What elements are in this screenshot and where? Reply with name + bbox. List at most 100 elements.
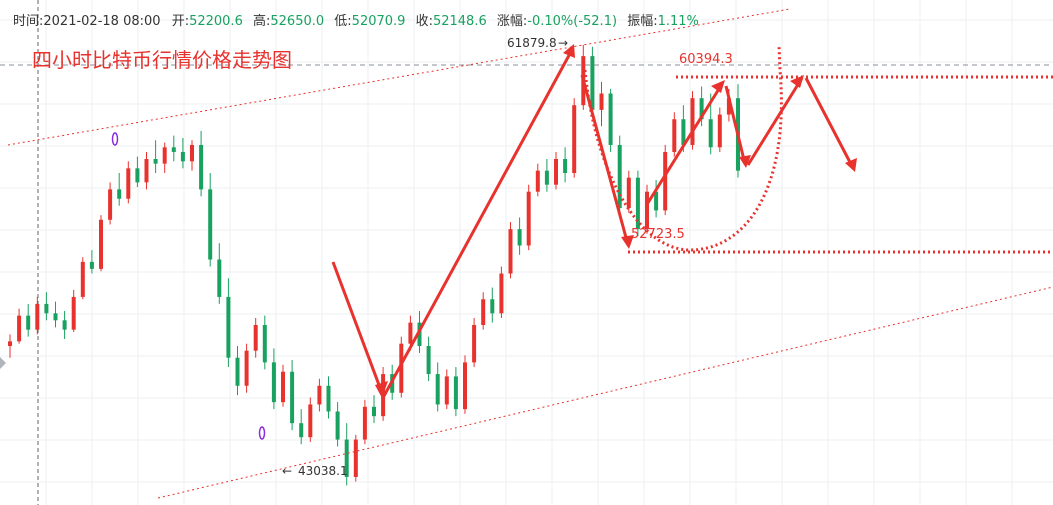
candle: [608, 88, 613, 152]
candle-body: [672, 119, 677, 152]
candle-body: [599, 93, 604, 110]
candle-body: [362, 406, 367, 440]
candle-body: [699, 98, 704, 120]
candle-body: [180, 151, 185, 162]
candle-body: [326, 385, 331, 412]
candle: [235, 346, 240, 396]
candle-info-bar: 时间:2021-02-18 08:00 开:52200.6 高:52650.0 …: [13, 10, 705, 29]
lower-channel-line: [157, 286, 1053, 499]
candle: [463, 355, 467, 414]
upper-level-label: 60394.3: [679, 52, 733, 67]
candle-body: [135, 168, 140, 183]
candle: [299, 409, 304, 445]
candle-body: [645, 191, 649, 230]
candle-body: [253, 324, 258, 351]
candles: [8, 44, 740, 486]
candle: [572, 98, 577, 178]
candle-body: [344, 439, 349, 477]
candle-body: [53, 313, 58, 321]
candle: [453, 367, 458, 417]
candle-body: [617, 144, 622, 209]
candle: [526, 184, 531, 251]
candle: [62, 310, 67, 340]
high-value: 52650.0: [270, 14, 325, 29]
high-price-label: 61879.8: [507, 36, 557, 50]
candle-body: [453, 376, 458, 410]
candle-body: [235, 357, 240, 386]
candle-body: [126, 168, 131, 199]
candle-body: [499, 273, 504, 314]
candle-body: [335, 411, 340, 440]
candle-body: [517, 229, 522, 246]
low-value: 52070.9: [351, 14, 406, 29]
candle-body: [271, 362, 276, 403]
candle-body: [481, 299, 486, 325]
trend-arrows: [331, 47, 855, 397]
candle-body: [299, 423, 304, 438]
candle: [153, 140, 158, 174]
candle-body: [372, 406, 376, 417]
candle: [8, 334, 12, 358]
candle-body: [608, 93, 613, 145]
candle: [26, 303, 31, 337]
candle: [190, 140, 194, 171]
low-marker: [258, 426, 266, 440]
candle: [217, 243, 222, 304]
candle: [435, 362, 440, 412]
open-value: 52200.6: [189, 14, 243, 29]
close-value: 52148.6: [432, 14, 487, 29]
change-label: 涨幅:: [496, 14, 528, 29]
arrow-heads: [375, 44, 857, 398]
candle-body: [317, 385, 322, 405]
candle-body: [708, 119, 713, 148]
candle: [626, 170, 631, 213]
candle-body: [80, 261, 85, 297]
candle-body: [626, 177, 631, 209]
candle: [317, 378, 322, 412]
candle: [144, 151, 149, 190]
candle-body: [663, 151, 668, 211]
high-marker: [111, 132, 119, 146]
candle: [171, 135, 176, 162]
close-label: 收:: [415, 14, 433, 29]
candle: [590, 46, 595, 117]
candle: [344, 423, 349, 486]
candle: [335, 402, 340, 447]
candle: [535, 163, 540, 197]
candle-body: [153, 158, 158, 164]
candle: [444, 369, 449, 410]
open-label: 开:: [171, 14, 190, 29]
candle-body: [281, 371, 285, 403]
candle: [362, 399, 367, 445]
candle-body: [44, 303, 49, 314]
candle-body: [190, 144, 194, 162]
candle-body: [681, 119, 686, 145]
candle: [44, 292, 49, 321]
candle: [472, 317, 477, 368]
candle-body: [208, 189, 213, 260]
candle: [563, 147, 568, 183]
candle: [326, 376, 331, 419]
candle-body: [572, 105, 577, 174]
candle: [117, 173, 122, 206]
scroll-handle-icon[interactable]: [0, 357, 6, 369]
candle: [599, 81, 604, 127]
candle: [281, 364, 285, 407]
candle: [71, 289, 76, 332]
candle: [699, 86, 704, 127]
candle-body: [17, 315, 22, 342]
time-label: 时间:: [13, 14, 44, 29]
candle: [290, 360, 295, 431]
candle-body: [508, 229, 513, 274]
candle: [199, 130, 204, 197]
candle: [554, 151, 558, 190]
candle: [426, 336, 431, 382]
candle: [672, 112, 677, 157]
low-price-label: 43038.1: [298, 464, 348, 478]
candle-body: [308, 404, 313, 438]
candle-body: [472, 324, 477, 363]
candle: [654, 180, 659, 218]
candle-body: [199, 144, 204, 190]
candle: [80, 257, 85, 300]
